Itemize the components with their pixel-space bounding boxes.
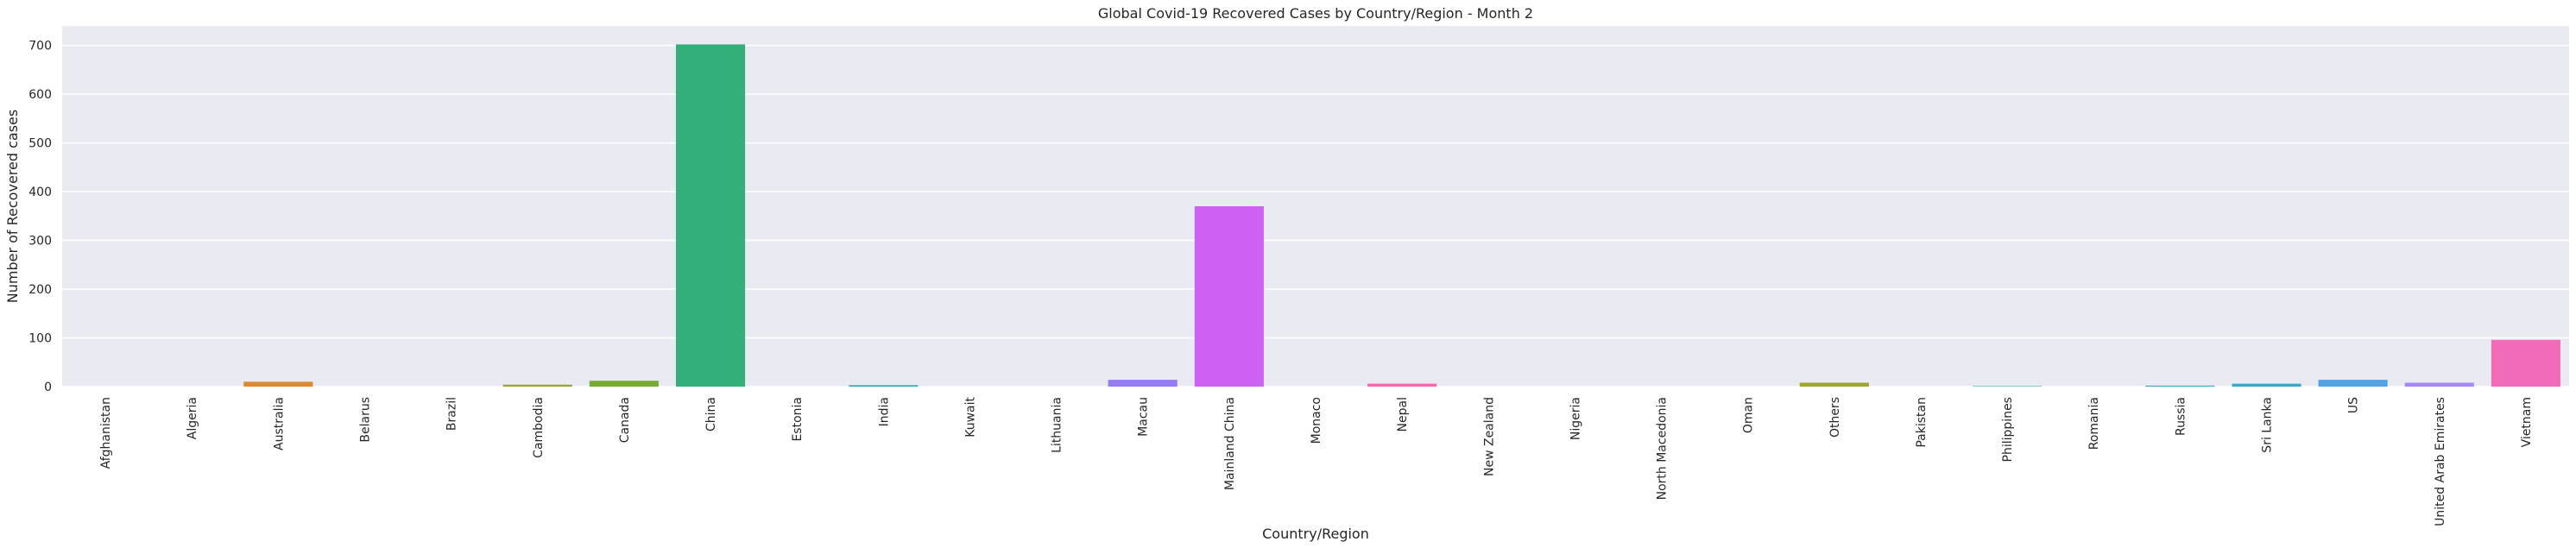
y-tick-label: 400 <box>28 186 52 199</box>
x-tick-label: India <box>877 397 891 426</box>
x-tick-label: Afghanistan <box>99 397 113 469</box>
x-tick-label: Macau <box>1137 397 1151 437</box>
x-tick-label: Others <box>1828 397 1842 438</box>
bar-australia <box>243 381 313 387</box>
bar-others <box>1799 382 1869 387</box>
plot-background <box>62 26 2569 387</box>
x-tick-label: Oman <box>1742 397 1756 433</box>
bar-united-arab-emirates <box>2404 382 2474 387</box>
grid-lines <box>62 44 2569 387</box>
bar-russia <box>2145 385 2215 387</box>
x-tick-label: Brazil <box>445 397 459 431</box>
x-tick-label: Monaco <box>1310 397 1323 444</box>
x-axis-label: Country/Region <box>1262 526 1369 542</box>
x-tick-label: Vietnam <box>2520 397 2534 447</box>
x-tick-label: Philippines <box>2001 397 2015 462</box>
bar-nepal <box>1367 383 1437 387</box>
y-axis-label: Number of Recovered cases <box>4 110 21 303</box>
y-tick-label: 200 <box>28 283 52 297</box>
y-tick-label: 300 <box>28 235 52 249</box>
x-tick-label: China <box>704 397 718 431</box>
y-tick-label: 600 <box>28 88 52 102</box>
x-tick-label: Kuwait <box>963 396 977 437</box>
x-tick-labels: Afghanistan Algeria Australia Belarus Brazil… <box>99 396 2534 526</box>
x-tick-label: North Macedonia <box>1656 397 1670 500</box>
bar-cambodia <box>502 384 572 387</box>
x-tick-label: United Arab Emirates <box>2434 397 2447 526</box>
x-tick-label: New Zealand <box>1482 397 1496 476</box>
x-tick-label: Sri Lanka <box>2261 397 2275 453</box>
bar-china <box>675 44 746 387</box>
x-tick-label: Canada <box>618 397 632 443</box>
bars <box>243 44 2560 387</box>
x-tick-label: Nigeria <box>1569 397 1582 440</box>
x-tick-label: Pakistan <box>1915 397 1929 448</box>
y-tick-label: 700 <box>28 40 52 54</box>
x-tick-label: US <box>2347 397 2361 413</box>
bar-mainland-china <box>1194 206 1264 387</box>
bar-sri-lanka <box>2232 383 2301 387</box>
y-tick-labels: 0 100 200 300 400 500 600 700 <box>28 40 52 394</box>
x-tick-label: Australia <box>272 397 286 450</box>
x-tick-label: Belarus <box>358 397 372 443</box>
bar-india <box>849 385 919 387</box>
bar-canada <box>589 381 659 387</box>
bar-us <box>2318 380 2388 387</box>
x-tick-label: Algeria <box>186 397 199 439</box>
chart-title: Global Covid-19 Recovered Cases by Count… <box>1098 5 1533 22</box>
x-tick-label: Mainland China <box>1223 397 1237 490</box>
bar-philippines <box>1973 386 2042 387</box>
y-tick-label: 0 <box>44 381 52 394</box>
x-tick-label: Russia <box>2174 397 2188 436</box>
x-tick-label: Estonia <box>791 397 805 442</box>
x-tick-label: Lithuania <box>1051 397 1064 453</box>
bar-vietnam <box>2491 339 2560 387</box>
y-tick-label: 100 <box>28 332 52 346</box>
x-tick-label: Nepal <box>1396 397 1410 431</box>
bar-macau <box>1108 380 1178 387</box>
x-tick-label: Romania <box>2087 397 2101 450</box>
x-tick-label: Cambodia <box>532 397 546 458</box>
y-tick-label: 500 <box>28 137 52 151</box>
